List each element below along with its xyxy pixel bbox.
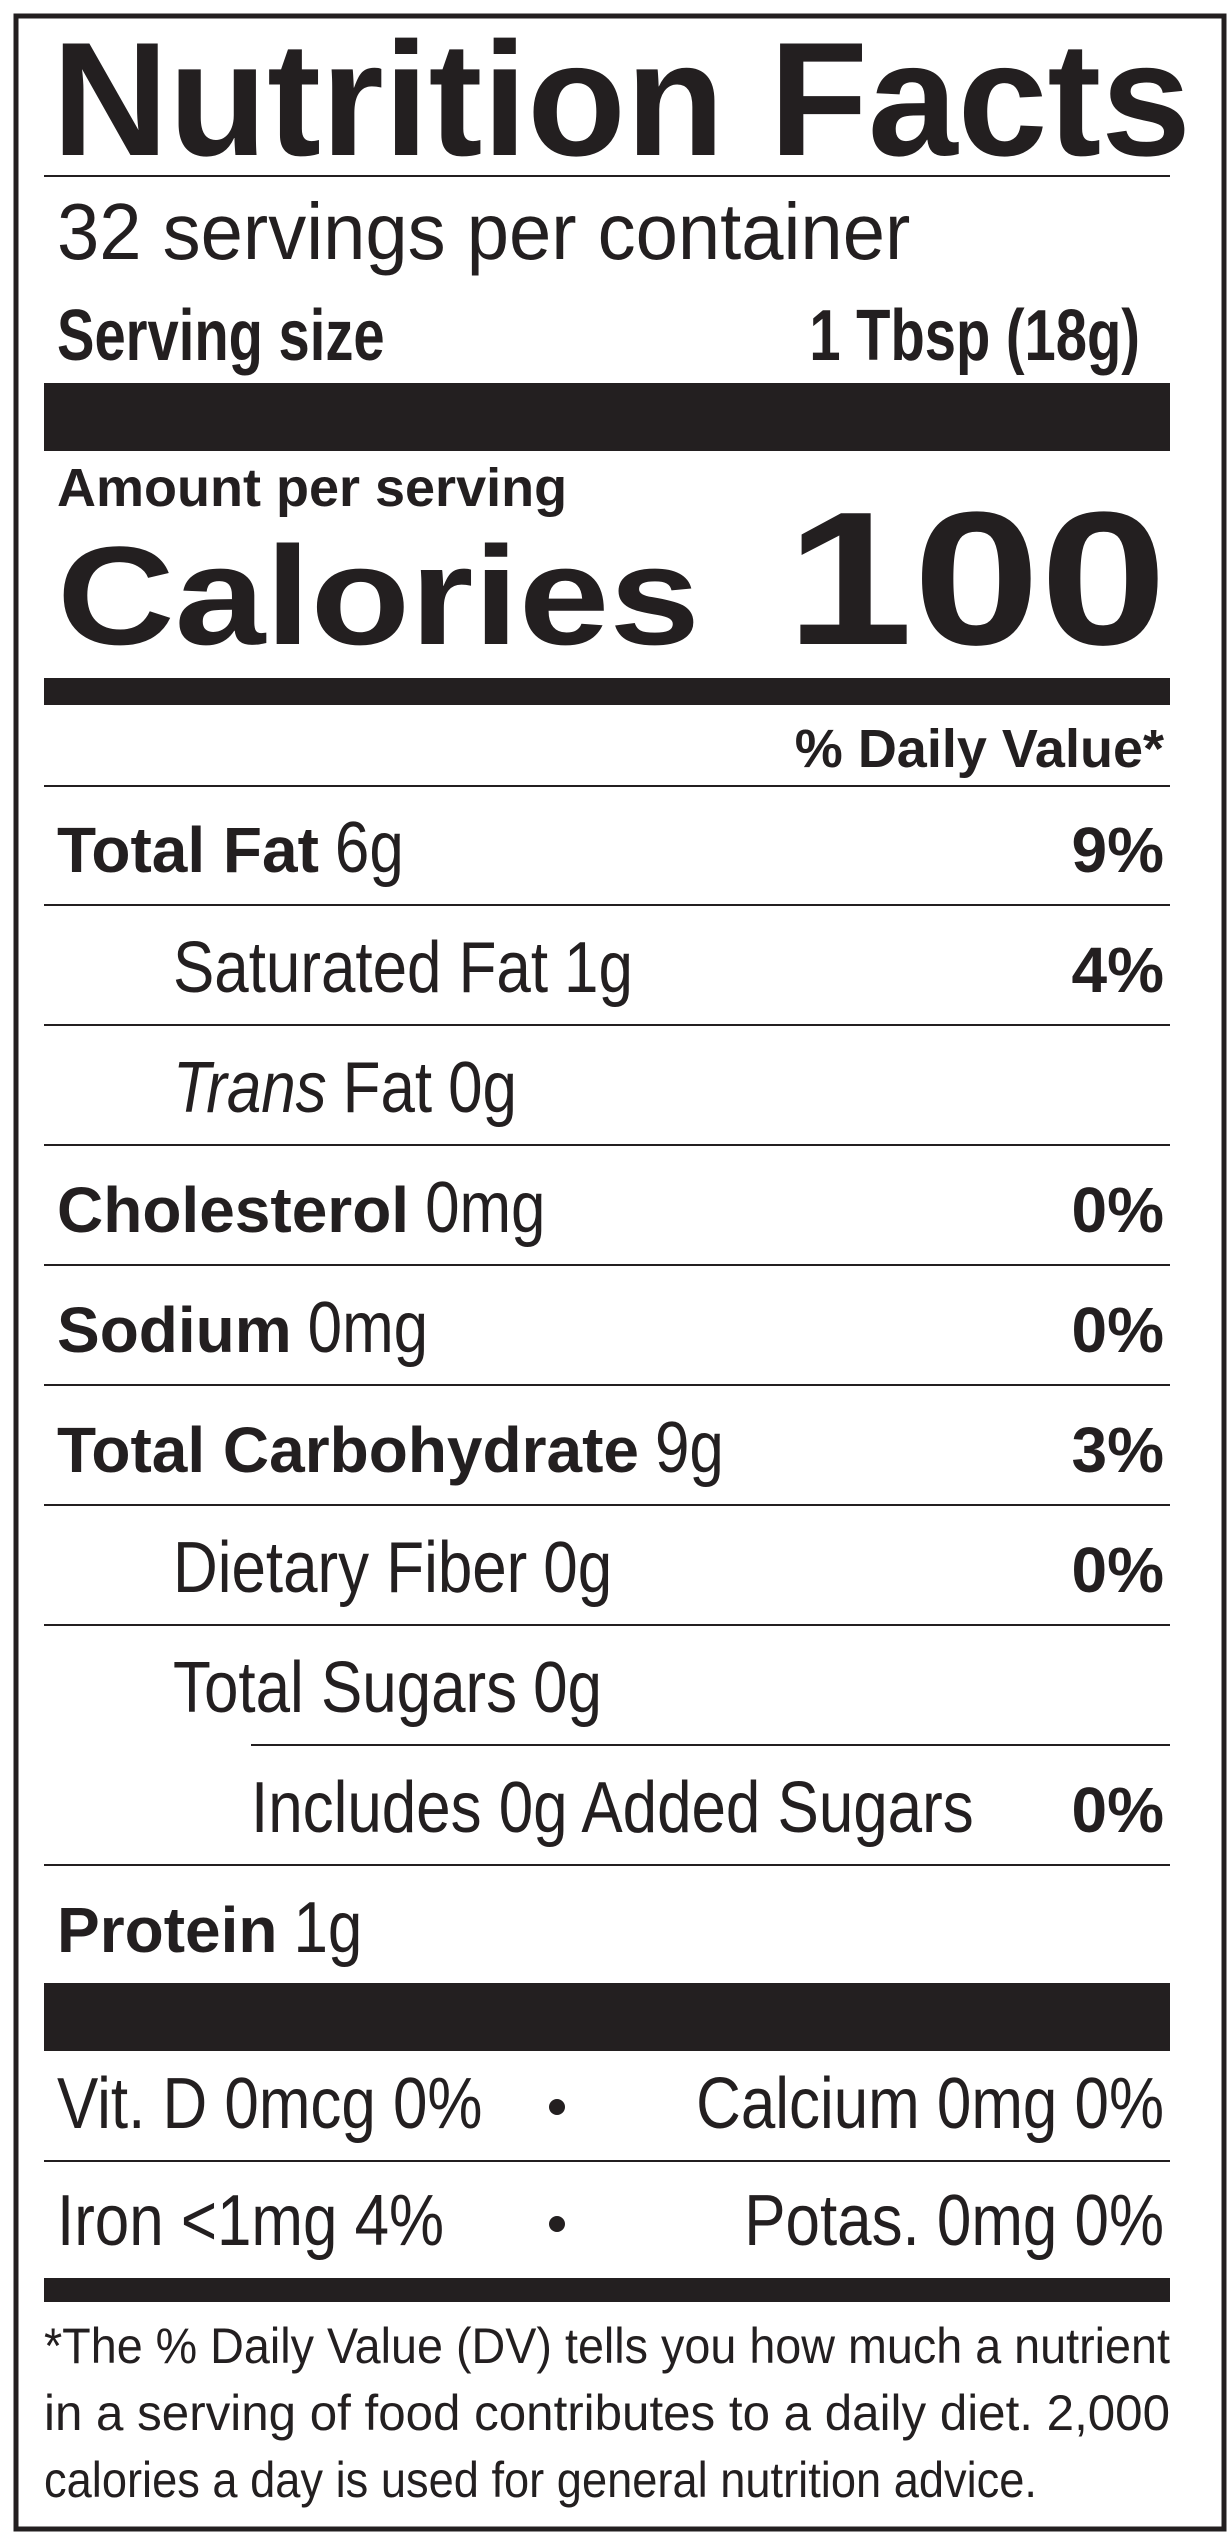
nutrient-daily-value: 4%: [1072, 934, 1165, 1006]
divider: [44, 785, 1170, 787]
nutrient-amount: 6g: [335, 808, 404, 888]
vitamin: Vit. D 0mcg 0%: [57, 2064, 482, 2144]
bullet: [549, 2216, 565, 2232]
nutrient-daily-value: 3%: [1072, 1414, 1165, 1486]
nutrient-name: Total Sugars: [173, 1648, 517, 1728]
nutrient-name: Protein: [57, 1894, 277, 1966]
footnote-line: *The % Daily Value (DV) tells you how mu…: [44, 2318, 1170, 2374]
nutrient-name: Sodium: [57, 1294, 292, 1366]
nutrient-daily-value: 0%: [1072, 1534, 1165, 1606]
thick-bar: [44, 678, 1170, 705]
vitamin: Iron <1mg 4%: [57, 2181, 444, 2261]
divider: [44, 1024, 1170, 1026]
nutrient-amount: 1g: [564, 928, 633, 1008]
divider: [251, 1744, 1170, 1746]
divider: [44, 1264, 1170, 1266]
nutrient-name: Saturated Fat: [173, 928, 548, 1008]
footnote-line: in a serving of food contributes to a da…: [44, 2385, 1170, 2441]
vitamin: Calcium 0mg 0%: [696, 2064, 1164, 2144]
nutrient-name: Cholesterol: [57, 1174, 409, 1246]
divider: [44, 1624, 1170, 1626]
serving-size-label: Serving size: [57, 295, 385, 375]
thick-bar: [44, 1983, 1170, 2051]
bullet: [549, 2099, 565, 2115]
divider: [44, 1864, 1170, 1866]
thick-bar: [44, 2278, 1170, 2302]
nutrient-name: Total Carbohydrate: [57, 1414, 639, 1486]
divider: [44, 904, 1170, 906]
nutrient-amount: 0mg: [308, 1288, 428, 1368]
divider: [44, 2160, 1170, 2162]
nutrient-amount: 0g: [448, 1048, 517, 1128]
thick-bar: [44, 383, 1170, 451]
vitamin: Potas. 0mg 0%: [744, 2181, 1164, 2261]
calories-label: Calories: [57, 517, 700, 674]
nutrient-name: Fat: [343, 1048, 433, 1128]
nutrient-name: Total Fat: [57, 814, 319, 886]
footnote-line: calories a day is used for general nutri…: [44, 2452, 1037, 2508]
nutrient-name: Dietary Fiber: [173, 1528, 527, 1608]
nutrient-daily-value: 0%: [1072, 1174, 1165, 1246]
nutrient-name-italic: Trans: [173, 1048, 327, 1128]
serving-size-value: 1 Tbsp (18g): [809, 295, 1140, 375]
title: Nutrition Facts: [52, 9, 1191, 190]
amount-per-serving: Amount per serving: [57, 458, 567, 518]
nutrient-amount: 0g: [533, 1648, 602, 1728]
nutrient-amount: 0g: [543, 1528, 612, 1608]
nutrient-daily-value: 0%: [1072, 1774, 1165, 1846]
divider: [44, 1144, 1170, 1146]
calories-value: 100: [786, 473, 1167, 685]
nutrient-daily-value: 0%: [1072, 1294, 1165, 1366]
nutrient-amount: 0mg: [425, 1168, 545, 1248]
nutrient-amount: 9g: [655, 1408, 724, 1488]
nutrient-name: Includes 0g Added Sugars: [251, 1768, 974, 1848]
nutrient-daily-value: 9%: [1072, 814, 1165, 886]
servings-per-container: 32 servings per container: [57, 186, 910, 276]
divider: [44, 1384, 1170, 1386]
nutrient-amount: 1g: [293, 1888, 362, 1968]
daily-value-header: % Daily Value*: [795, 719, 1164, 779]
divider: [44, 175, 1170, 177]
divider: [44, 1504, 1170, 1506]
